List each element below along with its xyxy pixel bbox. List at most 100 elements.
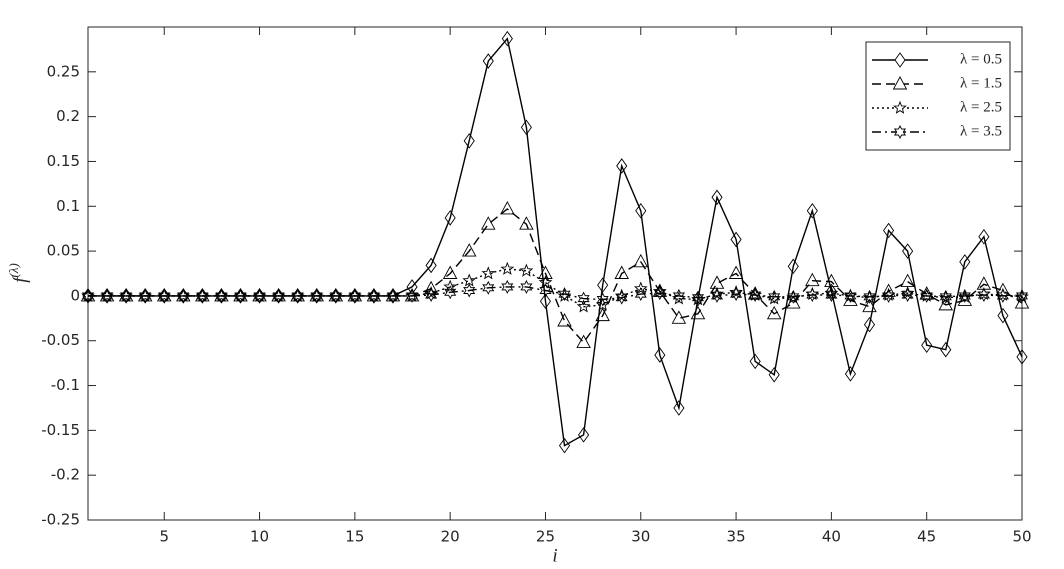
marker — [825, 288, 838, 302]
marker — [81, 288, 95, 303]
marker — [328, 287, 344, 302]
marker — [977, 288, 990, 302]
marker — [710, 286, 724, 301]
marker — [118, 287, 134, 302]
marker — [940, 341, 952, 358]
marker — [424, 285, 438, 300]
marker — [883, 222, 895, 239]
marker — [958, 288, 971, 303]
legend-label: λ = 1.5 — [960, 75, 1002, 91]
marker — [423, 280, 439, 295]
marker — [482, 53, 494, 69]
y-tick-label: -0.15 — [41, 421, 80, 439]
marker — [633, 253, 649, 268]
marker — [749, 353, 761, 370]
x-tick-label: 15 — [345, 528, 364, 546]
marker — [595, 307, 610, 322]
marker — [768, 367, 780, 383]
marker — [710, 288, 724, 303]
marker — [806, 288, 819, 302]
y-tick-label: 0.25 — [47, 62, 80, 80]
marker — [634, 287, 647, 302]
marker — [291, 288, 304, 303]
x-tick-label: 10 — [250, 528, 269, 546]
marker — [806, 202, 818, 219]
marker — [996, 288, 1009, 303]
x-tick-label: 40 — [822, 528, 841, 546]
y-tick-label: -0.05 — [41, 331, 80, 349]
marker — [882, 288, 895, 303]
marker — [558, 437, 571, 454]
marker — [691, 290, 705, 305]
marker — [576, 334, 591, 348]
marker — [462, 273, 477, 287]
marker — [615, 290, 628, 305]
marker — [272, 288, 285, 303]
marker — [711, 189, 723, 206]
marker — [616, 158, 628, 174]
marker — [385, 287, 401, 302]
marker — [290, 287, 305, 302]
marker — [463, 133, 475, 149]
marker — [1016, 349, 1028, 365]
marker — [214, 287, 229, 302]
y-label-base: f — [10, 275, 31, 283]
x-tick-label: 30 — [631, 528, 650, 546]
marker — [442, 265, 458, 279]
marker — [500, 201, 515, 215]
marker — [768, 289, 781, 304]
marker — [728, 265, 744, 279]
y-tick-label: 0.05 — [47, 242, 80, 260]
x-tick-label: 35 — [727, 528, 746, 546]
x-tick-label: 50 — [1012, 528, 1031, 546]
marker — [787, 289, 800, 304]
marker — [595, 297, 610, 311]
marker — [461, 243, 477, 257]
y-tick-label: -0.2 — [51, 466, 80, 484]
marker — [557, 313, 572, 327]
y-label-superscript: (λ) — [6, 263, 21, 277]
y-tick-label: 0.1 — [56, 197, 80, 215]
marker — [558, 287, 571, 302]
marker — [137, 287, 153, 302]
marker — [443, 279, 458, 293]
marker — [787, 258, 799, 275]
marker — [978, 228, 990, 245]
marker — [997, 307, 1009, 324]
marker — [425, 257, 437, 274]
marker — [1015, 288, 1029, 303]
marker — [730, 231, 742, 248]
marker — [271, 287, 286, 302]
marker — [177, 288, 190, 303]
legend-marker — [894, 52, 906, 68]
marker — [329, 288, 342, 303]
marker — [920, 288, 933, 303]
marker — [577, 291, 590, 306]
marker — [158, 288, 171, 303]
marker — [519, 263, 534, 277]
marker — [366, 287, 382, 302]
legend-label: λ = 2.5 — [960, 99, 1002, 115]
marker — [367, 288, 380, 303]
legend-label: λ = 0.5 — [960, 51, 1002, 67]
marker — [481, 266, 496, 280]
marker — [539, 283, 552, 298]
marker — [139, 288, 152, 303]
marker — [654, 347, 666, 363]
marker — [633, 281, 648, 295]
marker — [120, 288, 133, 303]
axes-box — [87, 26, 1023, 521]
marker — [825, 283, 837, 300]
marker — [824, 285, 839, 300]
y-tick-label: 0.2 — [56, 107, 80, 125]
marker — [939, 289, 952, 304]
marker — [862, 298, 877, 313]
y-tick-label: 0 — [70, 286, 80, 304]
marker — [902, 243, 914, 259]
marker — [463, 283, 476, 298]
marker — [863, 316, 876, 333]
marker — [576, 299, 591, 313]
marker — [672, 288, 685, 303]
marker — [805, 272, 820, 287]
